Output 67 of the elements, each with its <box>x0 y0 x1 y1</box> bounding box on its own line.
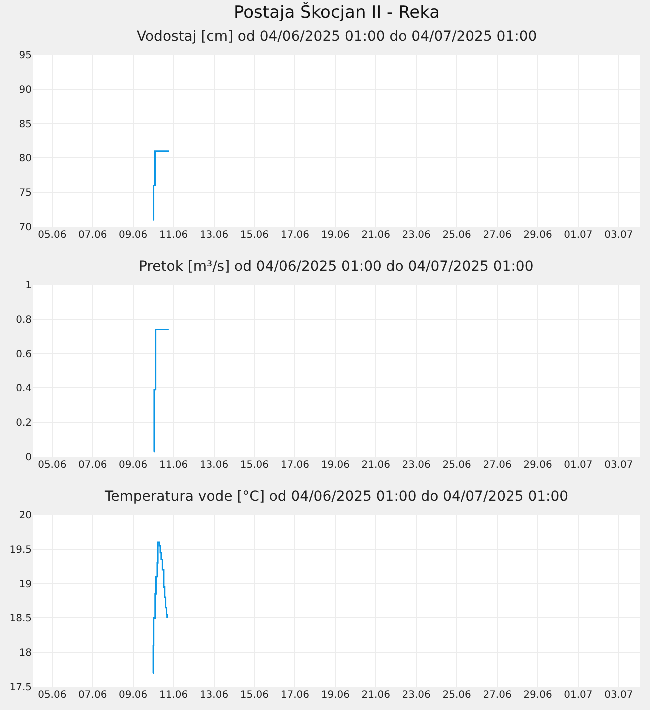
x-tick-label: 11.06 <box>159 460 188 471</box>
x-tick-label: 13.06 <box>200 460 229 471</box>
x-tick-label: 15.06 <box>240 460 270 471</box>
y-tick-label: 18.5 <box>10 614 32 625</box>
y-tick-label: 85 <box>19 119 32 130</box>
x-tick-label: 07.06 <box>78 460 108 471</box>
x-tick-label: 11.06 <box>159 230 188 241</box>
y-tick-label: 70 <box>19 222 32 234</box>
y-tick-label: 0.2 <box>16 418 32 430</box>
x-tick-label: 23.06 <box>402 460 431 471</box>
x-tick-label: 29.06 <box>524 460 552 471</box>
x-tick-label: 13.06 <box>200 230 229 241</box>
x-tick-label: 05.06 <box>38 690 67 701</box>
y-tick-label: 0.6 <box>16 349 32 360</box>
y-tick-label: 19 <box>19 579 32 590</box>
x-tick-label: 19.06 <box>321 690 350 701</box>
chart-title: Postaja Škocjan II - Reka <box>234 2 440 23</box>
x-tick-label: 13.06 <box>200 690 229 701</box>
x-tick-label: 01.07 <box>564 460 593 471</box>
x-tick-label: 15.06 <box>240 230 270 241</box>
y-tick-label: 20 <box>19 510 32 522</box>
y-tick-label: 18 <box>19 648 32 660</box>
x-tick-label: 07.06 <box>78 690 108 701</box>
x-tick-label: 03.07 <box>604 230 634 241</box>
x-tick-label: 01.07 <box>564 690 593 701</box>
x-tick-label: 27.06 <box>483 230 512 241</box>
y-tick-label: 75 <box>19 188 32 200</box>
x-tick-label: 21.06 <box>362 460 390 471</box>
x-tick-label: 03.07 <box>604 460 634 471</box>
chart-title: Pretok [m³/s] od 04/06/2025 01:00 do 04/07/2025 01:00 <box>139 259 534 275</box>
x-tick-label: 29.06 <box>524 690 552 701</box>
x-tick-label: 05.06 <box>38 460 67 471</box>
x-tick-label: 15.06 <box>240 690 270 701</box>
y-tick-label: 0.8 <box>16 314 32 326</box>
x-tick-label: 07.06 <box>78 230 108 241</box>
y-tick-label: 0.4 <box>16 384 32 395</box>
x-tick-label: 25.06 <box>442 230 472 241</box>
x-tick-label: 19.06 <box>321 460 350 471</box>
x-tick-label: 25.06 <box>442 460 472 471</box>
x-tick-label: 01.07 <box>564 230 593 241</box>
y-tick-label: 19.5 <box>10 544 32 556</box>
x-tick-label: 17.06 <box>280 690 310 701</box>
chart-subtitle: Vodostaj [cm] od 04/06/2025 01:00 do 04/07/2025 01:00 <box>137 29 538 45</box>
x-tick-label: 27.06 <box>483 460 512 471</box>
x-tick-label: 21.06 <box>362 230 390 241</box>
x-tick-label: 19.06 <box>321 230 350 241</box>
x-tick-label: 25.06 <box>442 690 472 701</box>
x-tick-label: 11.06 <box>159 690 188 701</box>
y-tick-label: 0 <box>26 452 32 464</box>
y-tick-label: 80 <box>19 154 32 165</box>
x-tick-label: 09.06 <box>119 460 148 471</box>
x-tick-label: 21.06 <box>362 690 390 701</box>
x-tick-label: 23.06 <box>402 230 431 241</box>
x-tick-label: 17.06 <box>280 230 310 241</box>
y-tick-label: 1 <box>26 280 32 292</box>
chart-title: Temperatura vode [°C] od 04/06/2025 01:00 do 04/07/2025 01:00 <box>104 489 569 505</box>
x-tick-label: 29.06 <box>524 230 552 241</box>
x-tick-label: 03.07 <box>604 690 634 701</box>
y-tick-label: 17.5 <box>10 682 32 694</box>
x-tick-label: 09.06 <box>119 230 148 241</box>
y-tick-label: 90 <box>19 84 32 96</box>
x-tick-label: 05.06 <box>38 230 67 241</box>
x-tick-label: 23.06 <box>402 690 431 701</box>
y-tick-label: 95 <box>19 50 32 62</box>
x-tick-label: 09.06 <box>119 690 148 701</box>
x-tick-label: 17.06 <box>280 460 310 471</box>
x-tick-label: 27.06 <box>483 690 512 701</box>
